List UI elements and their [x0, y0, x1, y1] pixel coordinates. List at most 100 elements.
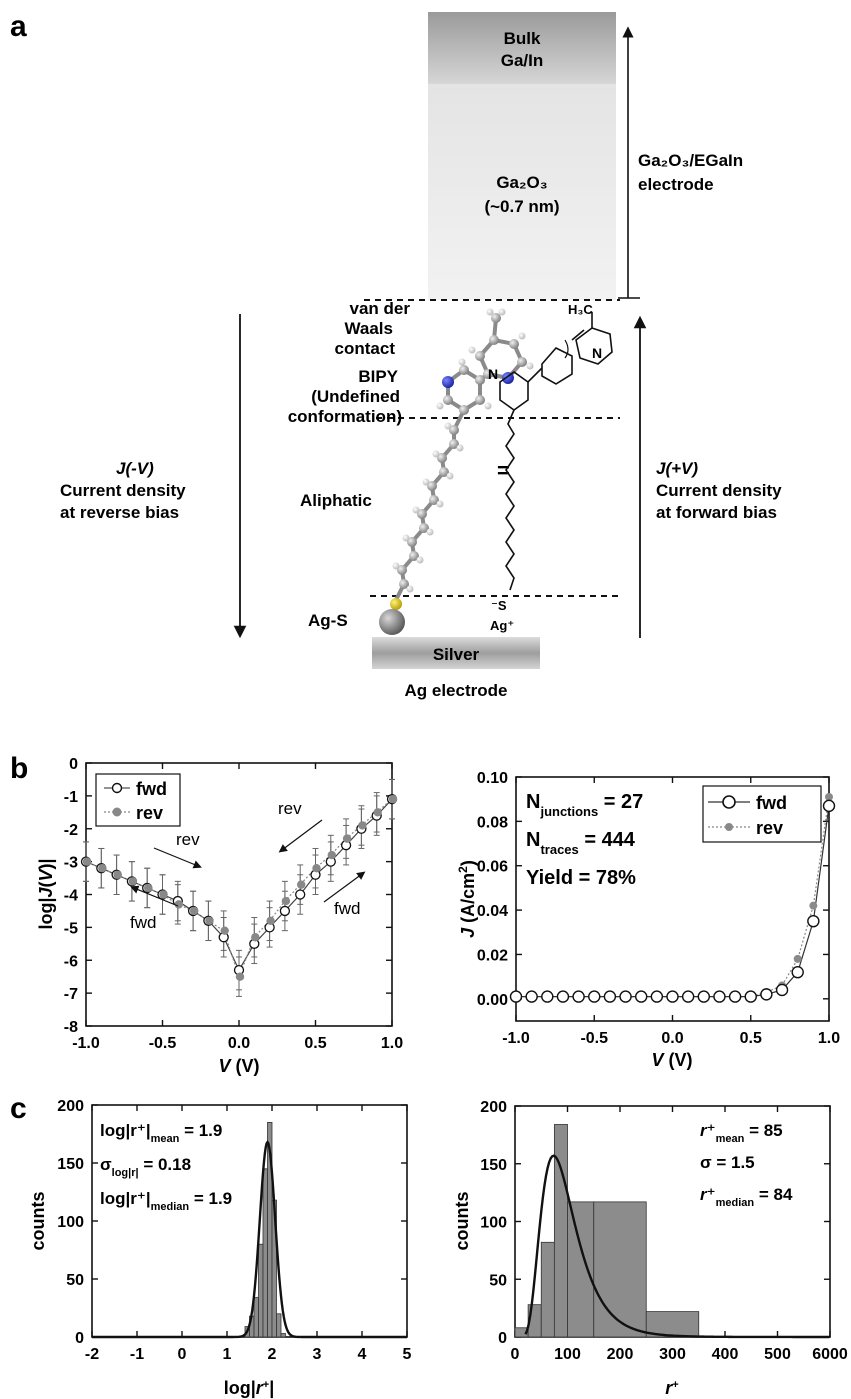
y-tick-label: 150 — [480, 1157, 507, 1174]
legend-fwd: fwd — [136, 779, 167, 799]
arrow-fwd-left — [130, 885, 179, 907]
x-tick-label: -1.0 — [502, 1030, 530, 1047]
x-tick-label: 1.0 — [818, 1030, 840, 1047]
y-axis-title: J (A/cm2) — [456, 860, 478, 938]
y-tick-label: 0.06 — [477, 859, 508, 876]
x-tick-label: -2 — [85, 1346, 99, 1363]
x-tick-label: 2 — [268, 1346, 277, 1363]
x-tick-label: -1 — [130, 1346, 144, 1363]
data-point-fwd — [775, 983, 789, 997]
y-axis-title: counts — [28, 1191, 48, 1250]
data-point-fwd — [807, 914, 820, 928]
data-point-rev — [220, 926, 229, 935]
data-point-fwd — [744, 990, 757, 1003]
annotation-rev-left: rev — [176, 830, 200, 849]
y-tick-label: 0.04 — [477, 903, 508, 920]
oxide-formula: Ga₂O₃ — [496, 173, 547, 192]
panel-a: a Bulk Ga/In Ga₂O₃ (~0.7 nm) Ga₂O₃/EGaIn… — [10, 10, 782, 700]
arrow-rev-right — [278, 819, 323, 853]
vdw-label-3: contact — [335, 339, 396, 358]
y-tick-label: -8 — [64, 1019, 78, 1036]
legend: fwd rev — [95, 773, 181, 827]
bulk-label-1: Bulk — [504, 29, 541, 48]
y-tick-label: -6 — [64, 953, 78, 970]
data-point-rev — [144, 883, 153, 893]
legend-fwd-marker — [722, 795, 736, 809]
chart-log-jv: -1.0 -0.5 0.0 0.5 1.0 0 -1 -2 -3 -4 -5 -6 -7 -8 V (V)… — [36, 756, 403, 1076]
y-tick-label: -2 — [64, 822, 78, 839]
reverse-label-2: Current density — [60, 481, 186, 500]
data-point-fwd — [619, 990, 632, 1003]
y-tick-label: -5 — [64, 920, 78, 937]
data-point-rev — [98, 864, 107, 873]
legend-rev: rev — [756, 818, 783, 838]
arrow-rev-left — [153, 847, 202, 869]
equals-sign: = — [497, 458, 510, 483]
ag-ion-label: Ag⁺ — [490, 618, 514, 633]
y-tick-label: 0.10 — [477, 770, 508, 787]
vdw-label-1: van der — [350, 299, 411, 318]
bulk-gain-block — [428, 12, 616, 84]
legend-fwd: fwd — [756, 793, 787, 813]
stat-mean: log|r⁺|mean = 1.9 — [100, 1121, 222, 1145]
data-point-fwd — [572, 990, 585, 1003]
silver-label: Silver — [433, 645, 480, 664]
y-tick-label: 200 — [480, 1099, 507, 1116]
histogram-bar — [540, 1241, 555, 1338]
x-axis-title: log|r+| — [224, 1378, 275, 1398]
thiolate-label: ⁻S — [491, 598, 507, 613]
x-tick-label: 0.5 — [740, 1030, 762, 1047]
y-tick-label: 150 — [57, 1156, 84, 1173]
x-tick-label: 6000 — [812, 1346, 848, 1363]
data-point-fwd — [791, 966, 804, 979]
x-tick-label: 5 — [403, 1346, 412, 1363]
bipy-label-2: (Undefined — [311, 387, 400, 406]
data-point-rev — [113, 870, 122, 879]
data-point-fwd — [279, 905, 291, 917]
data-point-rev — [327, 850, 336, 860]
data-point-fwd — [603, 990, 617, 1003]
data-point-rev — [388, 794, 398, 804]
series-line-rev — [85, 798, 393, 979]
bipy-skeletal-structure — [499, 329, 585, 591]
histogram-bar — [262, 1168, 268, 1338]
x-tick-label: 4 — [358, 1346, 367, 1363]
y-tick-label: 0.00 — [477, 992, 508, 1009]
histogram-bar — [258, 1243, 264, 1338]
legend-rev-marker — [725, 823, 733, 831]
data-point-rev — [809, 901, 818, 910]
annotation-rev-right: rev — [278, 799, 302, 818]
bipy-skeletal-ring-b — [575, 312, 613, 365]
panel-letter-c: c — [10, 1092, 27, 1125]
y-tick-label: 0 — [69, 756, 78, 773]
legend-rev-marker — [112, 807, 122, 817]
x-tick-label: 1.0 — [381, 1035, 403, 1052]
x-tick-label: 0 — [511, 1346, 520, 1363]
stat-sigma: σlog|r| = 0.18 — [100, 1155, 191, 1179]
x-tick-label: -1.0 — [72, 1035, 100, 1052]
x-tick-label: -0.5 — [149, 1035, 177, 1052]
stat-median: r⁺median = 84 — [700, 1185, 793, 1209]
annotation-fwd-left: fwd — [130, 913, 156, 932]
x-tick-label: 100 — [554, 1346, 581, 1363]
panel-letter-a: a — [10, 10, 27, 43]
reverse-label-1: J(-V) — [116, 459, 154, 478]
data-point-fwd — [509, 990, 523, 1003]
stat-n-junctions: Njunctions = 27 — [526, 791, 643, 819]
top-electrode-label-2: electrode — [638, 175, 714, 194]
data-point-fwd — [760, 988, 773, 1001]
data-point-fwd — [556, 990, 570, 1003]
y-tick-label: 50 — [489, 1272, 507, 1289]
stat-median: log|r⁺|median = 1.9 — [100, 1189, 232, 1213]
ring-n-left: N — [488, 366, 498, 382]
reverse-label-3: at reverse bias — [60, 503, 179, 522]
x-tick-label: 200 — [607, 1346, 634, 1363]
x-tick-label: 500 — [764, 1346, 791, 1363]
data-point-rev — [297, 880, 306, 889]
bulk-label-2: Ga/In — [501, 51, 544, 70]
x-tick-label: 0.5 — [304, 1035, 326, 1052]
panel-letter-b: b — [10, 752, 28, 785]
stat-yield: Yield = 78% — [526, 867, 636, 889]
